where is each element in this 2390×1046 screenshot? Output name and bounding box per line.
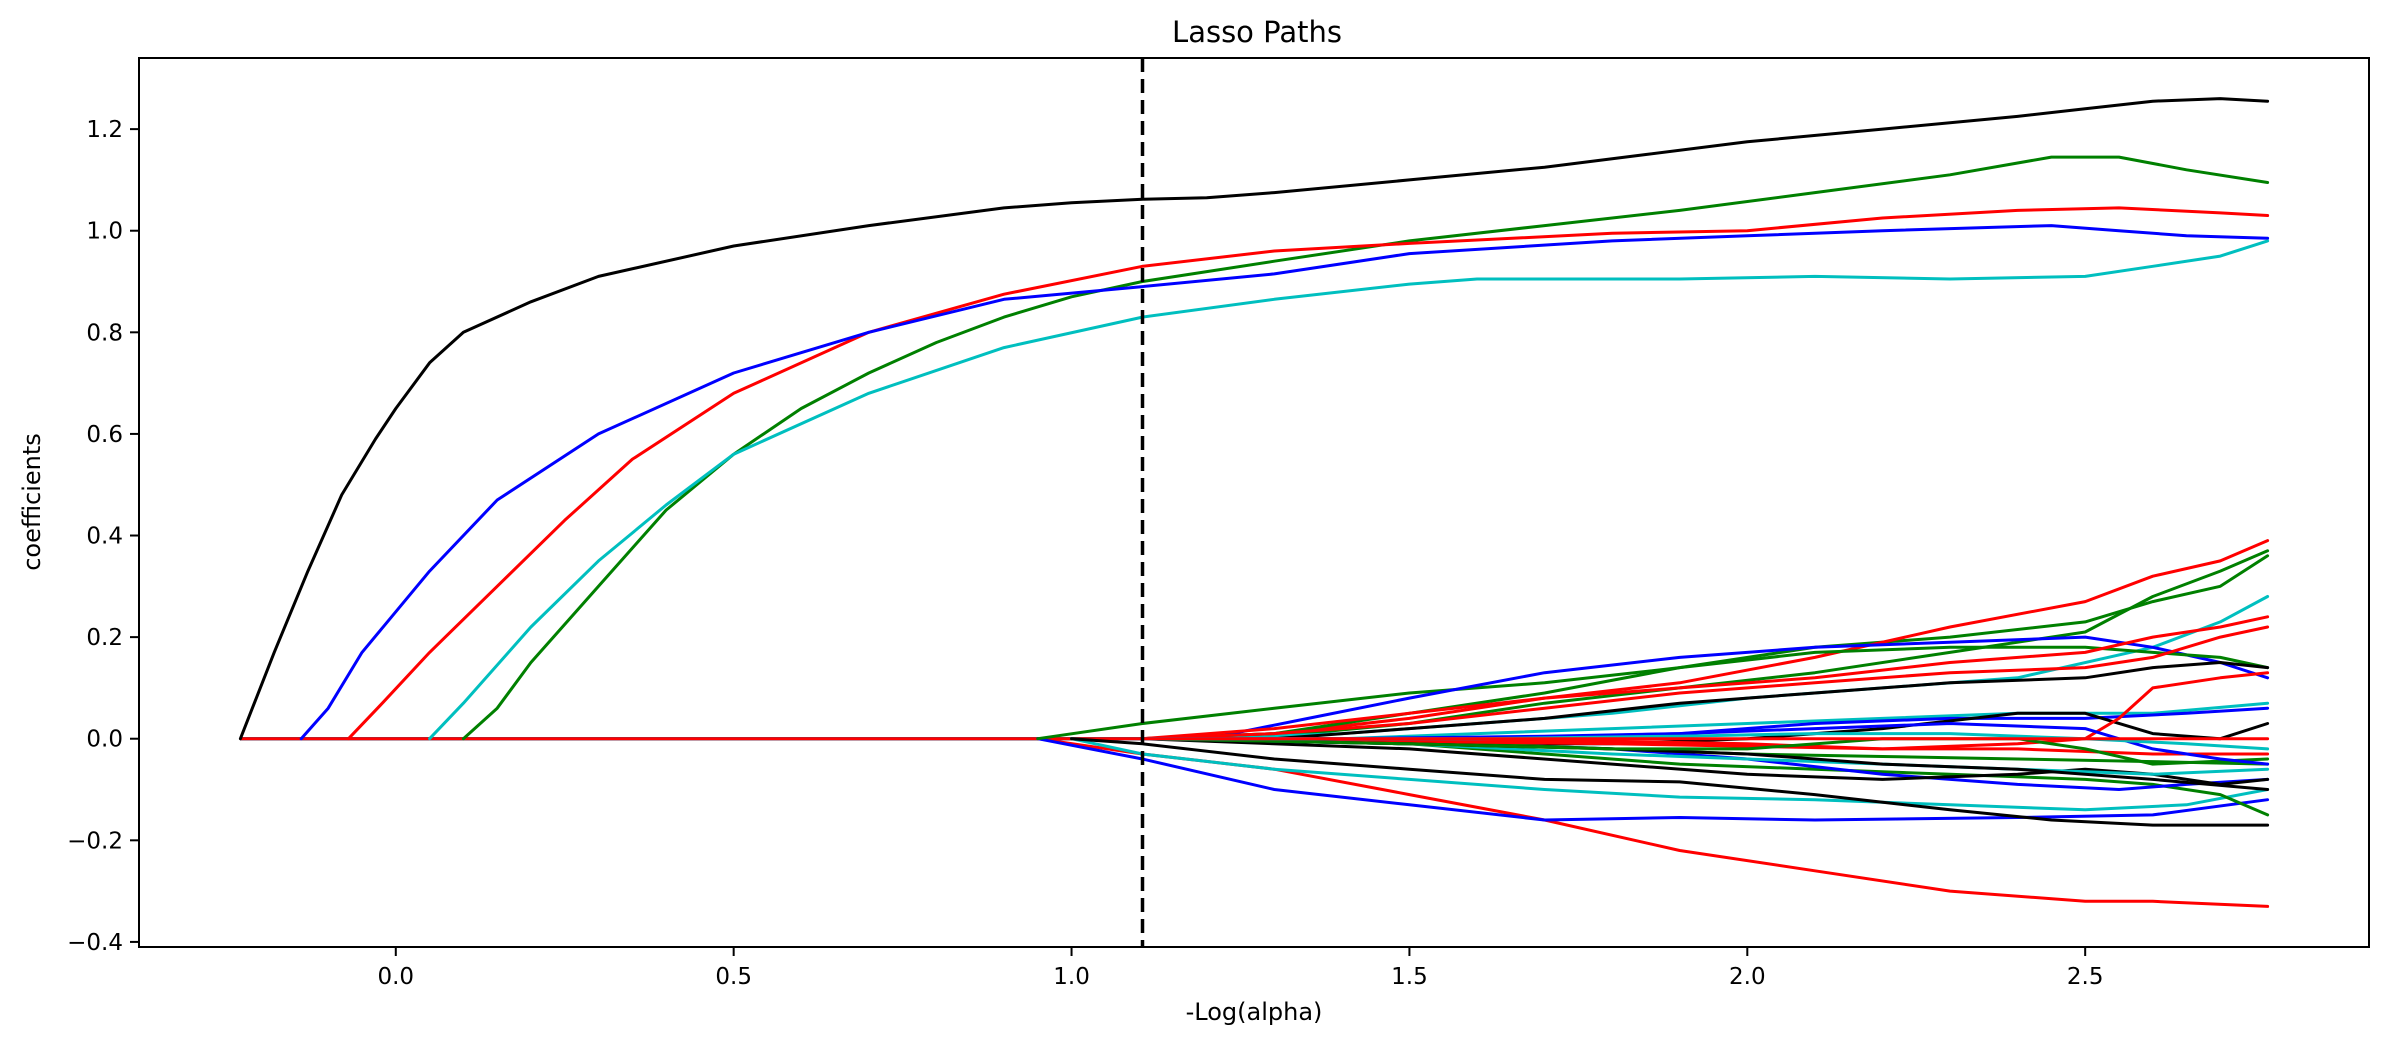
y-tick-label: 0.6 <box>86 422 123 448</box>
coefficient-path-0 <box>238 97 2270 741</box>
y-tick-label: 0.0 <box>86 727 123 753</box>
y-tick-label: 0.4 <box>86 524 123 550</box>
coefficient-path-27 <box>1141 737 2270 756</box>
coefficient-path-3 <box>299 224 2270 741</box>
series-layer <box>238 97 2270 908</box>
coefficient-path-17 <box>1141 661 2270 741</box>
coefficient-path-24 <box>1141 737 2270 786</box>
coefficient-path-14 <box>1141 645 2270 741</box>
coefficient-path-4 <box>428 239 2270 741</box>
y-tick-label: −0.4 <box>67 930 123 956</box>
y-axis-label: coefficients <box>18 433 46 571</box>
coefficient-path-6 <box>1036 737 2270 822</box>
x-axis: 0.0 0.5 1.0 1.5 2.0 2.5 <box>377 947 2103 990</box>
y-tick-label: −0.2 <box>67 828 123 854</box>
y-axis: −0.4 −0.2 0.0 0.2 0.4 0.6 0.8 1.0 1.2 <box>67 117 139 956</box>
coefficient-path-7 <box>1070 737 2270 812</box>
coefficient-path-9 <box>1036 554 2270 741</box>
x-tick-label: 1.0 <box>1053 964 1090 990</box>
coefficient-path-16 <box>1141 625 2270 741</box>
x-tick-label: 0.5 <box>715 964 752 990</box>
x-tick-label: 2.5 <box>2067 964 2104 990</box>
y-tick-label: 0.2 <box>86 625 123 651</box>
y-tick-label: 1.0 <box>86 219 123 245</box>
coefficient-path-8 <box>1070 737 2270 827</box>
coefficient-path-22 <box>1141 737 2270 817</box>
x-tick-label: 1.5 <box>1391 964 1428 990</box>
y-tick-label: 0.8 <box>86 320 123 346</box>
plot-area <box>238 58 2270 947</box>
plot-frame <box>138 57 2370 948</box>
coefficient-path-10 <box>1141 539 2270 741</box>
x-tick-label: 2.0 <box>1729 964 1766 990</box>
coefficient-path-15 <box>1141 615 2270 741</box>
coefficient-path-2 <box>347 206 2270 741</box>
chart-title: Lasso Paths <box>1172 15 1342 49</box>
x-tick-label: 0.0 <box>377 964 414 990</box>
coefficient-path-13 <box>1205 635 2270 741</box>
y-tick-label: 1.2 <box>86 117 123 143</box>
coefficient-path-21 <box>1141 671 2270 751</box>
x-axis-label: -Log(alpha) <box>1186 998 1323 1026</box>
